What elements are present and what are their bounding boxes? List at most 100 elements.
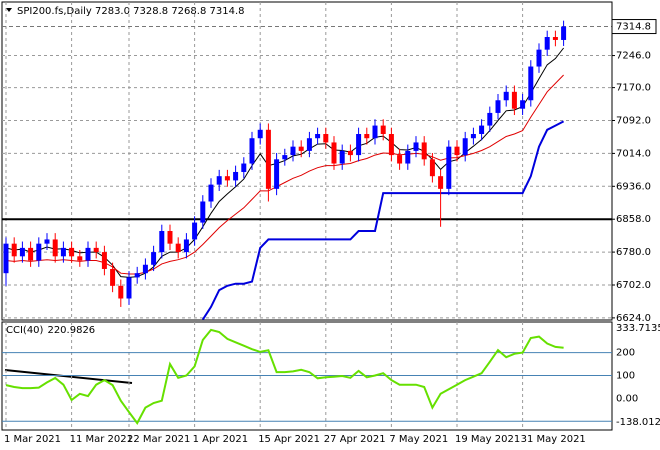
candle-body (306, 138, 312, 151)
x-tick-label: 1 Mar 2021 (4, 434, 61, 445)
candle-body (364, 134, 370, 139)
candle-body (503, 91, 509, 101)
candle-body (470, 134, 476, 139)
candle-body (233, 171, 239, 181)
candle-body (216, 176, 222, 185)
indicator-tick-label: 100 (616, 371, 635, 382)
candle-body (151, 252, 157, 265)
candle-body (11, 243, 17, 257)
indicator-tick-label: -138.0124 (616, 417, 660, 428)
candle-body (528, 66, 534, 101)
candle-body (274, 159, 280, 189)
menu-triangle[interactable] (6, 8, 12, 12)
candle-body (52, 239, 58, 257)
last-price-label: 7314.8 (616, 22, 651, 33)
candle-body (200, 201, 206, 223)
chart-title: SPI200.fs,Daily 7283.0 7328.8 7268.8 731… (17, 6, 244, 17)
candle-body (298, 146, 304, 151)
candle-body (397, 155, 403, 164)
candle-body (257, 129, 263, 139)
x-tick-label: 22 Mar 2021 (127, 434, 190, 445)
candle-body (249, 138, 255, 164)
candle-body (561, 26, 567, 40)
x-tick-label: 11 Mar 2021 (70, 434, 133, 445)
main-frame (1, 1, 613, 321)
x-tick-label: 15 Apr 2021 (258, 434, 320, 445)
candle-body (421, 142, 427, 160)
ma-line (5, 74, 564, 275)
candle-body (192, 222, 198, 240)
candle-body (208, 184, 214, 202)
candle-body (413, 142, 419, 151)
candle-body (167, 231, 173, 244)
indicator-tick-label: 333.7135 (616, 323, 660, 334)
indicator-last-value: 220.9826 (47, 325, 95, 336)
candle-body (446, 146, 452, 189)
x-tick-label: 19 May 2021 (455, 434, 520, 445)
candle-body (69, 247, 75, 257)
candle-body (60, 247, 66, 257)
candle-body (118, 285, 124, 299)
candle-body (520, 100, 526, 109)
candle-body (511, 91, 517, 109)
candle-body (3, 243, 9, 274)
candle-body (454, 146, 460, 156)
indicator-tick-label: 200 (616, 348, 635, 359)
x-tick-label: 27 Apr 2021 (324, 434, 386, 445)
candle-body (372, 125, 378, 139)
candle-body (44, 239, 50, 244)
y-tick-label: 6936.0 (616, 181, 651, 192)
candle-body (323, 134, 329, 143)
x-tick-label: 31 May 2021 (521, 434, 586, 445)
candle-body (19, 247, 25, 257)
candle-body (241, 163, 247, 172)
trend-line (4, 369, 133, 384)
candle-body (36, 243, 42, 261)
indicator-line (5, 328, 564, 425)
y-tick-label: 7092.0 (616, 116, 651, 127)
candle-body (438, 176, 444, 189)
y-tick-label: 7246.0 (616, 51, 651, 62)
candle-body (142, 264, 148, 274)
candle-body (134, 273, 140, 278)
candle-body (479, 125, 485, 135)
last-price-box (611, 19, 657, 35)
candle-body (495, 100, 501, 113)
candle-body (175, 243, 181, 253)
candle-body (544, 37, 550, 50)
candle-body (429, 159, 435, 177)
candle-body (380, 125, 386, 135)
y-tick-label: 7170.0 (616, 83, 651, 94)
indicator-title: CCI(40) (6, 325, 44, 336)
candle-body (110, 268, 116, 286)
y-tick-label: 6702.0 (616, 280, 651, 291)
candle-body (85, 247, 91, 261)
candle-body (356, 134, 362, 156)
candle-body (487, 112, 493, 126)
y-tick-label: 7014.0 (616, 148, 651, 159)
candle-body (339, 150, 345, 164)
candle-body (282, 155, 288, 160)
indicator-tick-label: 0.00 (616, 393, 638, 404)
candle-body (331, 142, 337, 164)
y-tick-label: 6858.0 (616, 214, 651, 225)
y-tick-label: 6780.0 (616, 247, 651, 258)
candle-body (77, 256, 83, 261)
candle-body (405, 150, 411, 164)
candle-body (388, 134, 394, 156)
y-tick-label: 6624.0 (616, 313, 651, 324)
candle-body (536, 49, 542, 67)
candle-body (159, 231, 165, 253)
candle-body (28, 247, 34, 261)
candle-body (101, 252, 107, 269)
candle-body (462, 138, 468, 156)
candle-body (265, 129, 271, 189)
candle-body (224, 176, 230, 181)
candle-body (126, 277, 132, 299)
candle-body (315, 134, 321, 139)
candle-body (552, 37, 558, 40)
x-tick-label: 7 May 2021 (389, 434, 448, 445)
